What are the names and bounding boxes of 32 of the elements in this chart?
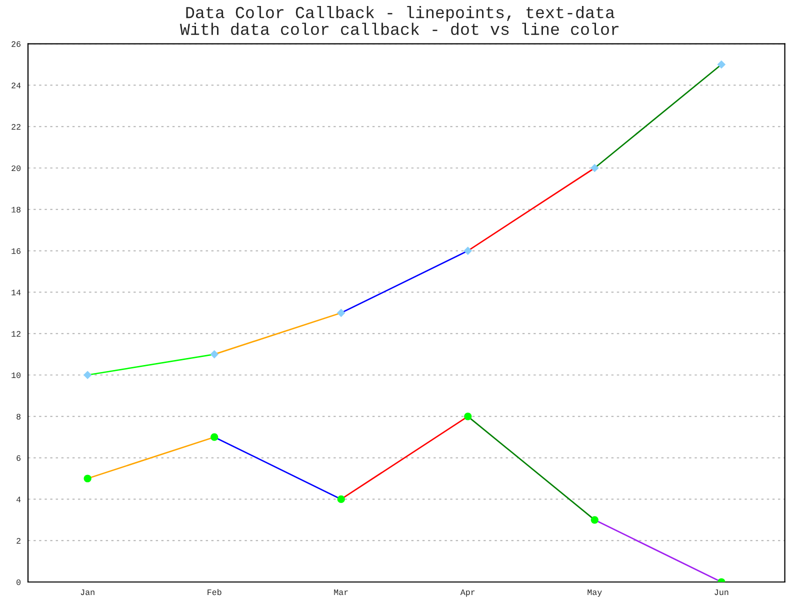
point [210, 350, 219, 358]
point [590, 164, 599, 172]
point [337, 495, 345, 504]
chart-title: Data Color Callback - linepoints, text-data With data color callback - dot vs line color [180, 6, 619, 36]
point [464, 412, 472, 420]
y-tick-label: 12 [12, 331, 20, 337]
y-tick-label: 6 [16, 455, 21, 461]
x-tick-label: Feb [208, 588, 222, 596]
point [717, 60, 726, 69]
point [84, 474, 92, 482]
y-tick-label: 24 [12, 82, 21, 88]
y-tick-label: 18 [12, 206, 21, 212]
y-tick-label: 14 [12, 290, 21, 296]
x-tick-label: Jan [80, 589, 94, 596]
y-tick-label: 20 [12, 165, 21, 172]
y-tick-label: 4 [16, 496, 21, 502]
y-tick-label: 10 [12, 372, 21, 378]
x-tick-label: Mar [334, 589, 348, 596]
point [464, 246, 472, 255]
x-tick-label: Jun [714, 589, 728, 596]
y-tick-label: 16 [12, 248, 21, 254]
point [83, 370, 92, 380]
x-tick-label: May [588, 589, 602, 597]
y-tick-label: 8 [16, 414, 21, 420]
y-tick-label: 26 [12, 41, 21, 47]
point [590, 516, 598, 524]
y-tick-label: 2 [16, 538, 20, 544]
y-tick-label: 0 [16, 579, 21, 586]
point [336, 308, 346, 318]
x-tick-label: Apr [460, 589, 475, 597]
y-tick-label: 22 [12, 124, 20, 130]
point [210, 433, 218, 441]
